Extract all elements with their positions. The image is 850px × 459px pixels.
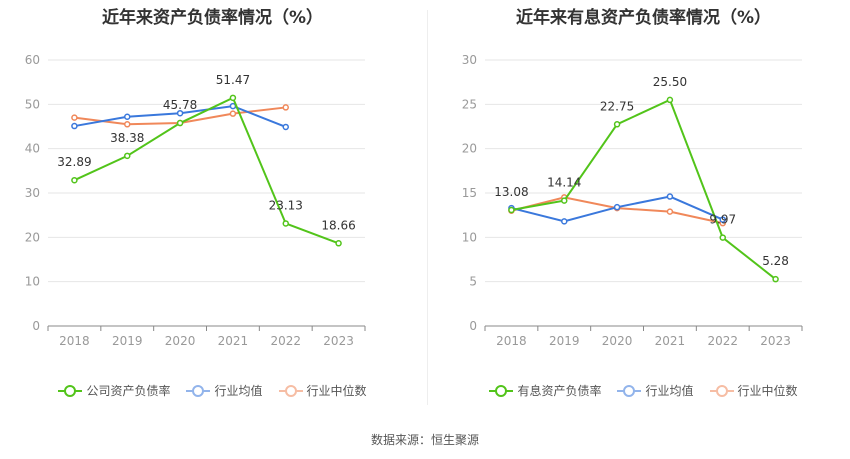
right-chart-svg: 0 5 10 15 20 25 30 2018 2019 2020 2021 2022 2023 13.0… (462, 53, 803, 348)
x-tick-label: 2021 (218, 334, 249, 348)
y-tick-label: 10 (25, 275, 40, 289)
data-label: 38.38 (110, 131, 144, 145)
data-point (666, 193, 674, 200)
data-point (561, 197, 568, 204)
legend-item-industry-mean[interactable]: 行业均值 (186, 382, 263, 399)
y-tick-label: 20 (462, 142, 477, 156)
series-line (511, 98, 777, 280)
data-point (719, 216, 726, 223)
left-chart-svg: 0 10 20 30 40 50 60 2018 2019 2020 2021 2022 2023 32.… (25, 53, 366, 348)
chart-title: 近年来资产负债率情况（%） (101, 8, 324, 28)
legend-item-industry-median[interactable]: 行业中位数 (278, 382, 367, 399)
y-tick-label: 40 (25, 142, 40, 156)
x-tick-label: 2022 (707, 334, 738, 348)
legend: 有息资产负债率 行业均值 行业中位数 (437, 382, 850, 399)
y-tick-label: 10 (462, 230, 477, 244)
data-point (282, 123, 289, 131)
data-point (613, 121, 621, 128)
x-tick-label: 2020 (165, 334, 196, 348)
chart-title: 近年来有息资产负债率情况（%） (515, 8, 772, 28)
series-line (73, 96, 339, 245)
data-point (71, 122, 78, 130)
legend-label: 行业均值 (214, 384, 263, 398)
data-label: 32.89 (57, 155, 91, 169)
y-tick-label: 0 (469, 319, 477, 333)
data-point (176, 119, 184, 127)
legend-line-icon (489, 384, 514, 397)
y-tick-label: 50 (25, 97, 40, 111)
right-chart-panel: 近年来有息资产负债率情况（%） 0 5 10 15 20 25 30 2018 2019 2020… (437, 0, 850, 420)
data-label: 5.28 (762, 254, 789, 268)
legend-label: 行业中位数 (737, 384, 798, 398)
x-tick-label: 2022 (270, 334, 301, 348)
y-tick-label: 5 (469, 275, 477, 289)
data-label: 51.47 (216, 73, 250, 87)
data-point (124, 113, 131, 120)
x-tick-label: 2023 (323, 334, 354, 348)
data-point (282, 104, 289, 111)
data-point (229, 110, 237, 117)
data-point (561, 218, 568, 225)
legend-item-industry-mean[interactable]: 行业均值 (617, 382, 694, 399)
legend-line-icon (58, 384, 83, 397)
y-tick-label: 30 (462, 53, 477, 67)
y-tick-label: 60 (25, 53, 40, 67)
data-point (613, 203, 621, 211)
data-point (176, 109, 184, 117)
data-point (71, 176, 78, 184)
x-tick-label: 2020 (602, 334, 633, 348)
legend-label: 行业均值 (645, 384, 694, 398)
data-label: 9.97 (709, 213, 736, 227)
data-label: 18.66 (321, 218, 355, 232)
data-point (282, 220, 289, 227)
legend-label: 有息资产负债率 (517, 384, 602, 398)
legend-item-company-ratio[interactable]: 公司资产负债率 (58, 382, 170, 399)
y-tick-label: 25 (462, 97, 477, 111)
x-tick-label: 2018 (59, 334, 90, 348)
data-point (229, 94, 237, 102)
legend-line-icon (186, 384, 211, 397)
left-chart-panel: 近年来资产负债率情况（%） 0 10 20 30 40 50 60 2018 2019 2020 2… (0, 0, 425, 420)
data-point (772, 275, 779, 283)
data-label: 13.08 (494, 185, 528, 199)
y-tick-label: 20 (25, 230, 40, 244)
legend-line-icon (709, 384, 734, 397)
x-tick-label: 2023 (760, 334, 791, 348)
x-tick-label: 2019 (549, 334, 580, 348)
x-tick-label: 2021 (655, 334, 686, 348)
data-point (71, 114, 78, 121)
y-tick-label: 0 (32, 319, 40, 333)
data-label: 25.50 (653, 75, 687, 89)
legend-item-interest-ratio[interactable]: 有息资产负债率 (489, 382, 601, 399)
data-label: 23.13 (269, 198, 303, 212)
data-source-note: 数据来源：恒生聚源 (370, 433, 479, 447)
x-tick-label: 2019 (112, 334, 143, 348)
data-label: 45.78 (163, 98, 197, 112)
data-label: 22.75 (600, 99, 634, 113)
y-tick-label: 30 (25, 186, 40, 200)
data-point (666, 96, 674, 104)
data-point (124, 152, 131, 160)
data-point (719, 234, 726, 241)
data-point (124, 121, 131, 128)
legend: 公司资产负债率 行业均值 行业中位数 (0, 382, 425, 399)
x-tick-label: 2018 (496, 334, 527, 348)
data-point (335, 240, 342, 247)
data-point (508, 206, 515, 214)
panel-divider (427, 10, 428, 405)
legend-item-industry-median[interactable]: 行业中位数 (709, 382, 798, 399)
data-label: 14.14 (547, 176, 581, 190)
legend-line-icon (278, 384, 303, 397)
legend-line-icon (617, 384, 642, 397)
y-tick-label: 15 (462, 186, 477, 200)
legend-label: 公司资产负债率 (86, 384, 171, 398)
legend-label: 行业中位数 (306, 384, 367, 398)
data-point (666, 208, 674, 215)
